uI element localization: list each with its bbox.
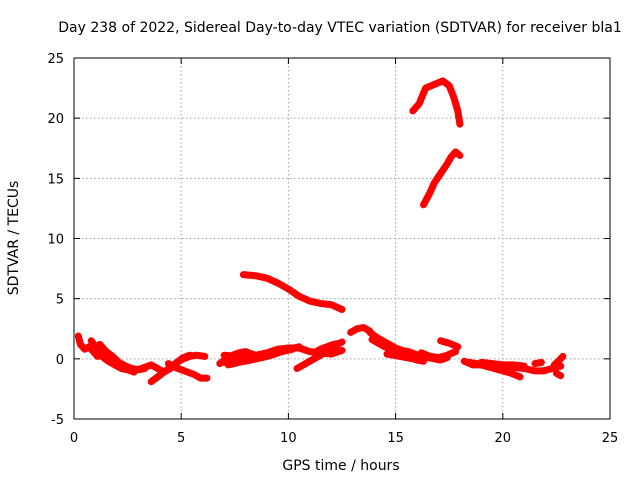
tick-labels: 0 5 10 15 20 25 -5 0 5 10 15 20 25 [47, 52, 618, 446]
x-tick-label: 20 [495, 431, 512, 446]
x-tick-label: 15 [387, 431, 404, 446]
plot-frame [73, 57, 611, 420]
y-tick-label: 10 [47, 233, 64, 248]
y-tick-label: 0 [56, 353, 64, 368]
series-line-arc-25 [550, 352, 567, 369]
y-tick-label: -5 [51, 413, 64, 428]
chart-title: Day 238 of 2022, Sidereal Day-to-day VTE… [58, 20, 621, 36]
grid-lines [73, 57, 611, 420]
y-tick-label: 20 [47, 112, 64, 127]
series-line-arc-28 [420, 148, 464, 209]
x-axis-label: GPS time / hours [282, 458, 399, 474]
y-tick-label: 25 [47, 52, 64, 67]
y-tick-label: 5 [56, 293, 64, 308]
series-line-arc-7 [164, 360, 211, 382]
series-line-arc-11 [224, 345, 297, 369]
x-tick-label: 0 [70, 431, 78, 446]
series-line-arc-4 [91, 349, 132, 374]
data-series [74, 77, 567, 386]
series-line-arc-20 [437, 337, 462, 351]
x-tick-label: 25 [602, 431, 619, 446]
series-line-arc-26 [552, 369, 565, 380]
y-tick-label: 15 [47, 172, 64, 187]
series-line-arc-27 [409, 77, 464, 128]
series-line-arc-22 [465, 358, 524, 381]
series-line-arc-14 [239, 271, 346, 313]
series-line-arc-15 [347, 324, 374, 336]
series-line-arc-18 [383, 350, 423, 364]
y-axis-label: SDTVAR / TECUs [6, 181, 22, 296]
x-tick-label: 5 [177, 431, 185, 446]
x-tick-label: 10 [280, 431, 297, 446]
series-line-arc-19 [417, 348, 460, 362]
series-line-arc-24 [531, 358, 545, 368]
series-line-arc-13 [310, 339, 344, 357]
series-line-arc-23 [477, 358, 528, 370]
